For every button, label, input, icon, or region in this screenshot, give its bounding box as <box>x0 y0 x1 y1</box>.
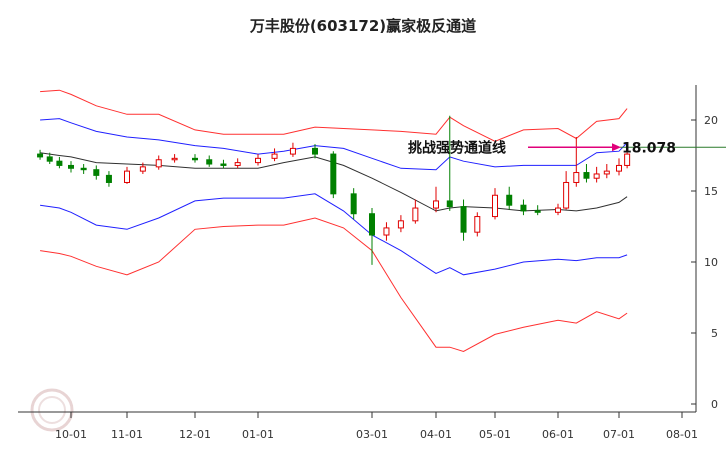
annotation-label: 挑战强势通道线 <box>408 139 506 156</box>
candle <box>563 171 570 210</box>
y-tick-label: 0 <box>711 398 718 411</box>
y-tick-label: 5 <box>711 327 718 340</box>
candle <box>446 115 453 211</box>
candle <box>80 164 87 174</box>
candle <box>192 154 198 163</box>
candle <box>105 171 112 187</box>
candle <box>255 154 261 166</box>
candle <box>603 164 610 179</box>
candle <box>271 148 278 162</box>
candle <box>155 155 162 170</box>
outer-upper-band <box>40 89 628 142</box>
candle <box>520 199 527 216</box>
candle <box>534 205 541 216</box>
candle <box>583 164 590 183</box>
candle <box>37 149 44 160</box>
candle <box>555 203 561 216</box>
candle <box>350 188 357 220</box>
candle <box>289 142 296 157</box>
x-tick-label: 04-01 <box>420 428 452 441</box>
inner-lower-band <box>40 193 628 276</box>
candle <box>593 166 600 183</box>
x-tick-label: 06-01 <box>542 428 574 441</box>
y-tick-label: 20 <box>704 114 718 127</box>
x-tick-label: 03-01 <box>356 428 388 441</box>
mid-line <box>40 152 628 212</box>
candle <box>369 208 375 265</box>
x-tick-label: 07-01 <box>603 428 635 441</box>
inner-upper-band <box>40 118 628 171</box>
x-tick-label: 10-01 <box>55 428 87 441</box>
x-tick-label: 12-01 <box>179 428 211 441</box>
arrow-head-icon <box>612 143 621 152</box>
annotation-value: 18.078 <box>622 140 676 156</box>
candlestick-series <box>37 115 631 265</box>
candle <box>171 154 178 163</box>
candle <box>506 186 513 210</box>
candle <box>383 222 390 241</box>
x-tick-label: 05-01 <box>479 428 511 441</box>
y-tick-label: 15 <box>704 185 718 198</box>
candle <box>573 137 580 187</box>
axes: 10-01 11-01 12-01 01-01 03-01 04-01 05-01 06-01… <box>18 85 718 441</box>
candle <box>312 144 318 159</box>
watermark-logo-icon <box>30 388 74 432</box>
annotation: 挑战强势通道线 18.078 <box>408 139 726 156</box>
x-tick-label: 01-01 <box>242 428 274 441</box>
candle <box>220 159 227 169</box>
candle <box>624 146 631 169</box>
candle <box>397 215 404 233</box>
x-tick-label: 08-01 <box>666 428 698 441</box>
candle <box>412 199 419 224</box>
candle <box>433 186 439 213</box>
candle <box>93 165 100 180</box>
candle <box>330 151 337 199</box>
candle <box>56 156 63 169</box>
candle <box>234 158 241 169</box>
candle <box>68 161 74 173</box>
outer-lower-band <box>40 217 628 353</box>
candle <box>616 158 622 176</box>
candle <box>206 155 213 167</box>
y-tick-label: 10 <box>704 256 718 269</box>
x-tick-label: 11-01 <box>111 428 143 441</box>
candle <box>460 199 467 241</box>
candle <box>474 212 481 237</box>
channel-bands <box>40 89 628 353</box>
watermark <box>30 388 74 432</box>
candle <box>139 162 146 174</box>
candle <box>46 152 53 165</box>
candle <box>124 166 130 184</box>
candle <box>492 188 498 220</box>
chart-title: 万丰股份(603172)赢家极反通道 <box>249 17 476 35</box>
